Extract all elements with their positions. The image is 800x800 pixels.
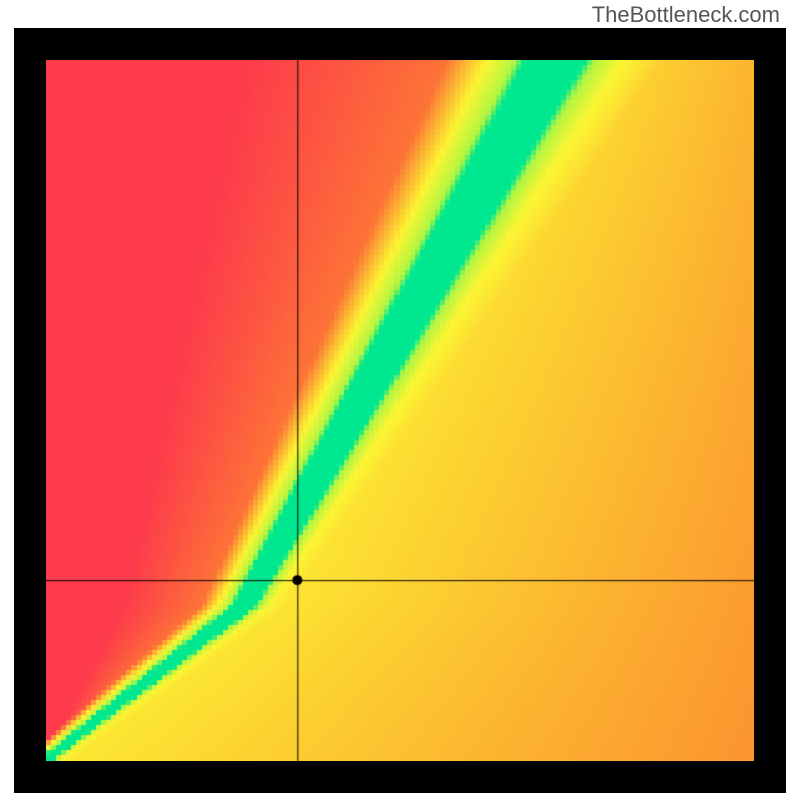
crosshair-overlay [46, 60, 754, 761]
watermark-text: TheBottleneck.com [592, 2, 780, 28]
